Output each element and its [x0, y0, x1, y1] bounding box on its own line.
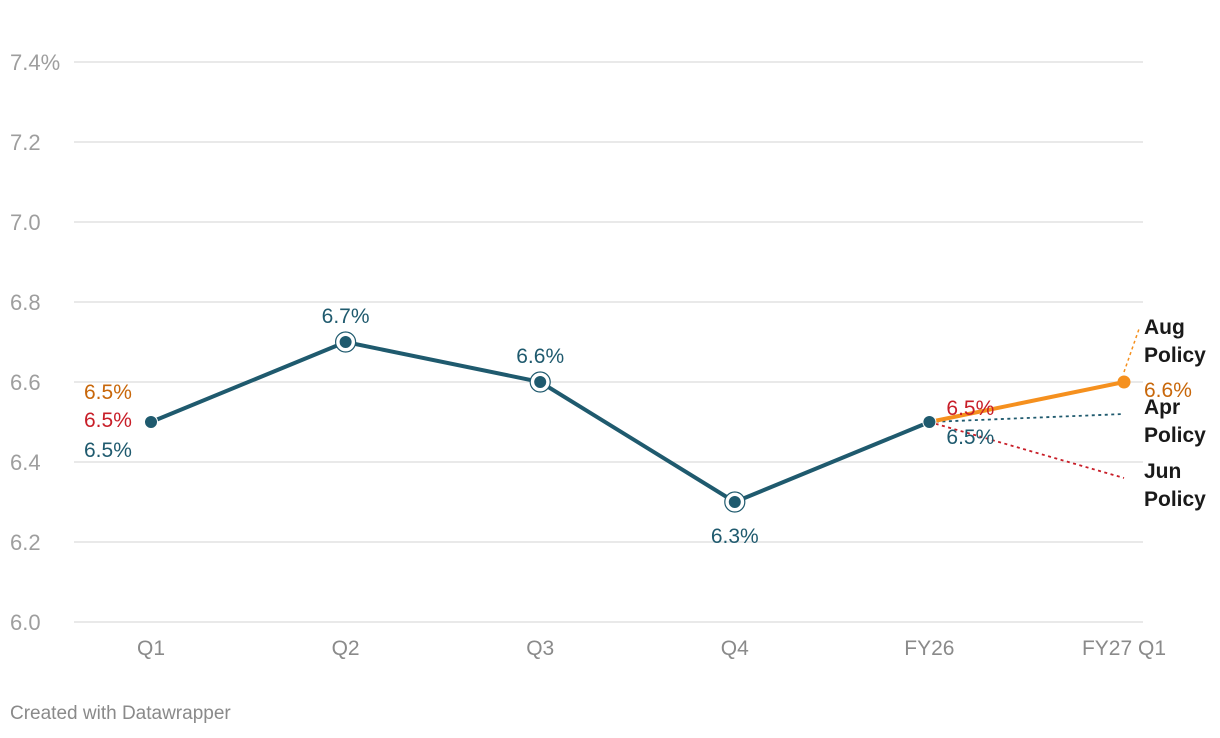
data-label: 6.5%: [946, 397, 994, 420]
y-axis-ticks: 6.0 6.2 6.4 6.6 6.8 7.0 7.2 7.4%: [10, 50, 60, 635]
data-point: [338, 335, 353, 349]
y-tick-label: 7.2: [10, 130, 41, 155]
y-tick-label: 6.4: [10, 450, 41, 475]
data-label: 6.3%: [711, 525, 759, 548]
y-tick-label: 7.0: [10, 210, 41, 235]
line-chart: 6.0 6.2 6.4 6.6 6.8 7.0 7.2 7.4% Q1 Q2 Q3 Q4 FY26 FY…: [10, 50, 1206, 660]
data-point: [144, 415, 158, 429]
jun-policy-label: Jun: [1144, 460, 1181, 483]
y-tick-label: 6.2: [10, 530, 41, 555]
aug-policy-label: Policy: [1144, 344, 1206, 367]
y-tick-label: 6.8: [10, 290, 41, 315]
data-label: 6.6%: [1144, 379, 1192, 402]
data-label: 6.5%: [84, 439, 132, 462]
data-label: 6.5%: [84, 381, 132, 404]
data-label: 6.5%: [946, 426, 994, 449]
data-point: [533, 375, 548, 389]
y-tick-label: 6.6: [10, 370, 41, 395]
aug-end-point: [1117, 375, 1131, 389]
series-points: [144, 331, 1131, 513]
y-tick-label: 6.0: [10, 610, 41, 635]
data-label: 6.5%: [84, 409, 132, 432]
y-tick-label: 7.4%: [10, 50, 60, 75]
x-tick-label: Q1: [137, 637, 165, 660]
policy-labels: Aug Policy Apr Policy Jun Policy: [1123, 316, 1206, 511]
x-tick-label: FY26: [904, 637, 954, 660]
x-tick-label: Q3: [526, 637, 554, 660]
jun-policy-line: [929, 421, 1125, 479]
jun-policy-label: Policy: [1144, 488, 1206, 511]
x-tick-label: FY27 Q1: [1082, 637, 1166, 660]
grid-lines: [74, 61, 1143, 623]
data-point: [922, 415, 937, 429]
x-tick-label: Q4: [721, 637, 749, 660]
apr-policy-label: Apr: [1144, 396, 1180, 419]
series-lines: [150, 340, 1126, 504]
credit-text: Created with Datawrapper: [10, 703, 231, 724]
x-tick-label: Q2: [332, 637, 360, 660]
aug-leader-line: [1123, 328, 1140, 373]
aug-policy-label: Aug: [1144, 316, 1185, 339]
data-label: 6.6%: [516, 345, 564, 368]
data-label: 6.7%: [322, 305, 370, 328]
x-axis-ticks: Q1 Q2 Q3 Q4 FY26 FY27 Q1: [137, 637, 1166, 660]
data-point: [727, 495, 742, 509]
aug-policy-line: [927, 380, 1126, 424]
apr-policy-label: Policy: [1144, 424, 1206, 447]
data-labels: 6.5% 6.5% 6.5% 6.7% 6.6% 6.3% 6.5% 6.5% 6.6%: [84, 305, 1192, 548]
